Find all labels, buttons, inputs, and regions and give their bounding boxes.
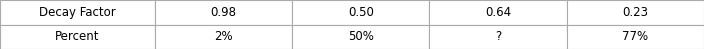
Bar: [155, 0, 292, 24]
Bar: [0, 0, 155, 24]
Bar: [429, 0, 567, 24]
Bar: [567, 0, 704, 24]
Text: 2%: 2%: [214, 30, 233, 43]
Text: 0.23: 0.23: [622, 6, 648, 19]
Bar: [292, 0, 429, 24]
Bar: [0, 24, 155, 49]
Bar: [567, 24, 704, 49]
Text: 77%: 77%: [622, 30, 648, 43]
Text: Percent: Percent: [55, 30, 100, 43]
Bar: [155, 24, 292, 49]
Text: 0.50: 0.50: [348, 6, 374, 19]
Text: Decay Factor: Decay Factor: [39, 6, 116, 19]
Text: 0.64: 0.64: [485, 6, 511, 19]
Bar: [292, 24, 429, 49]
Bar: [429, 24, 567, 49]
Text: ?: ?: [495, 30, 501, 43]
Text: 0.98: 0.98: [210, 6, 237, 19]
Text: 50%: 50%: [348, 30, 374, 43]
